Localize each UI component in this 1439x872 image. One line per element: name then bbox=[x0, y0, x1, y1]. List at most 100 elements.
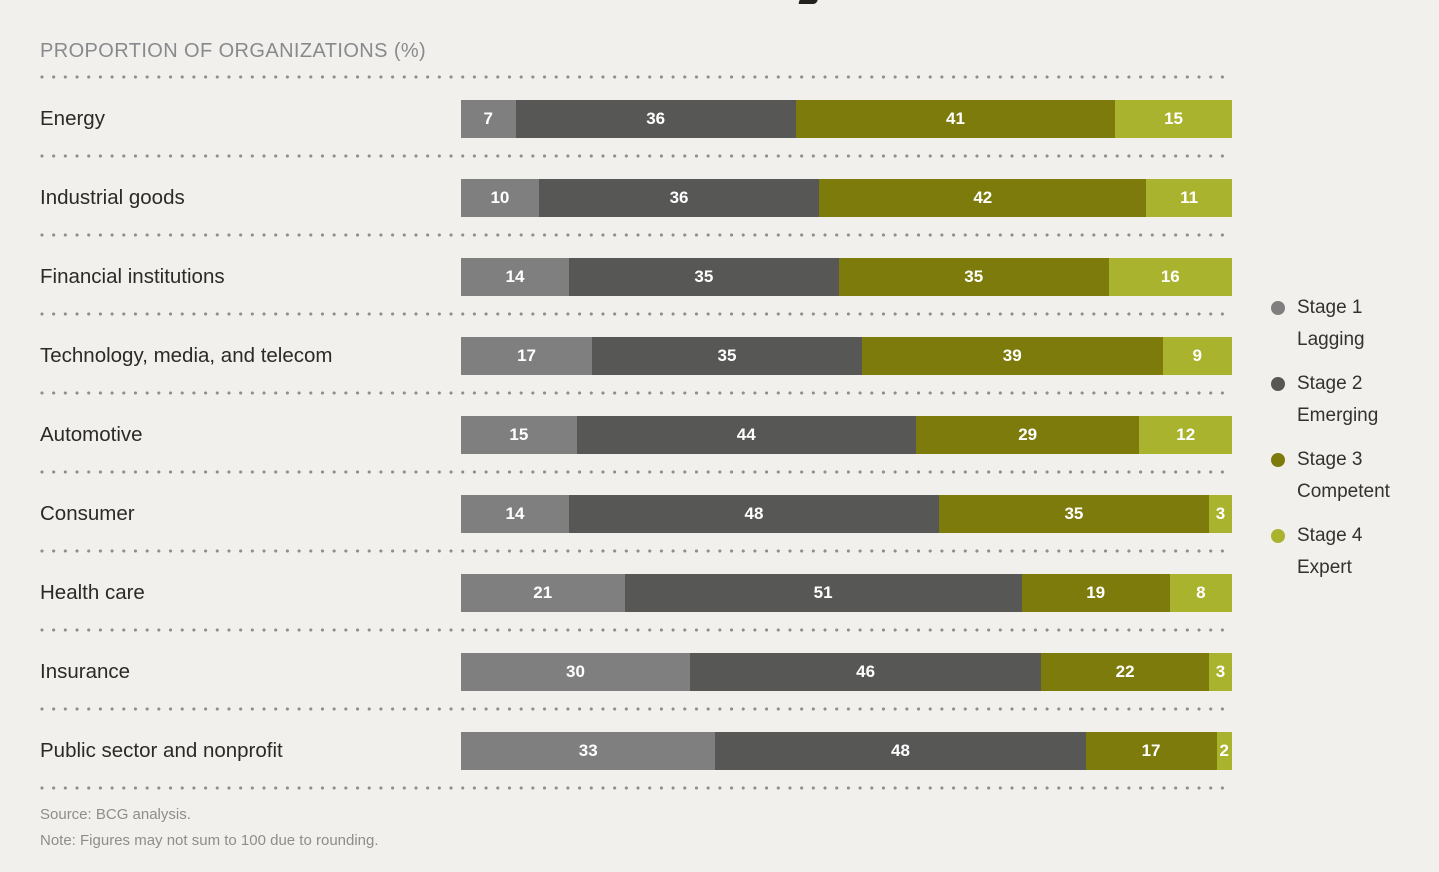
bar-segment-stage-3-competent: 17 bbox=[1085, 731, 1217, 770]
row-separator bbox=[40, 154, 1232, 158]
bar-value-label: 3 bbox=[1215, 661, 1226, 681]
row-label: Consumer bbox=[40, 501, 135, 525]
bar-segment-stage-2-emerging: 51 bbox=[624, 573, 1022, 612]
bar: 17 35 39 9 bbox=[461, 336, 1232, 375]
bar-segment-stage-4-expert: 12 bbox=[1139, 415, 1232, 454]
bar-segment-stage-4-expert: 3 bbox=[1208, 494, 1232, 533]
bar-value-label: 29 bbox=[1018, 424, 1038, 444]
bar-segment-stage-2-emerging: 35 bbox=[568, 257, 839, 296]
bar-value-label: 44 bbox=[736, 424, 756, 444]
chart-row: Technology, media, and telecom 17 35 39 9 bbox=[40, 316, 1232, 391]
bar-value-label: 9 bbox=[1192, 345, 1203, 365]
legend: Stage 1 Lagging Stage 2 Emerging Stage 3… bbox=[1271, 292, 1439, 596]
bar-segment-stage-1-lagging: 33 bbox=[461, 731, 716, 770]
bar-segment-stage-1-lagging: 10 bbox=[461, 178, 539, 217]
bar-value-label: 51 bbox=[813, 582, 833, 602]
row-separator bbox=[40, 391, 1232, 395]
bar-value-label: 17 bbox=[517, 345, 536, 365]
header-separator bbox=[40, 75, 1232, 79]
bar-segment-stage-1-lagging: 30 bbox=[461, 652, 690, 691]
bar-value-label: 22 bbox=[1115, 661, 1135, 681]
row-label: Technology, media, and telecom bbox=[40, 343, 333, 367]
bar: 10 36 42 11 bbox=[461, 178, 1232, 217]
bar: 33 48 17 2 bbox=[461, 731, 1232, 770]
bar-segment-stage-1-lagging: 21 bbox=[461, 573, 625, 612]
bar-value-label: 15 bbox=[1164, 108, 1184, 128]
bar-value-label: 19 bbox=[1086, 582, 1106, 602]
bar-segment-stage-4-expert: 2 bbox=[1216, 731, 1232, 770]
row-label: Public sector and nonprofit bbox=[40, 738, 283, 762]
chart-title: PROPORTION OF ORGANIZATIONS (%) bbox=[40, 40, 427, 62]
bar-value-label: 35 bbox=[964, 266, 984, 286]
bar-value-label: 42 bbox=[973, 187, 993, 207]
bar: 7 36 41 15 bbox=[461, 99, 1232, 138]
row-separator bbox=[40, 628, 1232, 632]
legend-stage-label: Stage 1 bbox=[1297, 297, 1363, 318]
row-separator bbox=[40, 312, 1232, 316]
bar-value-label: 35 bbox=[717, 345, 737, 365]
bar-segment-stage-2-emerging: 48 bbox=[715, 731, 1086, 770]
row-label: Industrial goods bbox=[40, 185, 185, 209]
bar: 30 46 22 3 bbox=[461, 652, 1232, 691]
chart-rows: Energy 7 36 41 15 Industrial goods 10 36 42 11… bbox=[40, 79, 1232, 790]
rounding-note: Note: Figures may not sum to 100 due to … bbox=[40, 832, 379, 849]
bar-value-label: 16 bbox=[1160, 266, 1180, 286]
bar-segment-stage-3-competent: 42 bbox=[819, 178, 1147, 217]
legend-name-label: Competent bbox=[1297, 481, 1390, 502]
source-note: Source: BCG analysis. bbox=[40, 806, 191, 823]
bar-value-label: 2 bbox=[1219, 740, 1229, 760]
chart-row: Automotive 15 44 29 12 bbox=[40, 395, 1232, 470]
bar-segment-stage-4-expert: 3 bbox=[1209, 652, 1232, 691]
legend-stage-label: Stage 2 bbox=[1297, 373, 1363, 394]
bar-value-label: 14 bbox=[505, 503, 525, 523]
row-separator bbox=[40, 470, 1232, 474]
bar-segment-stage-1-lagging: 15 bbox=[461, 415, 577, 454]
row-label: Financial institutions bbox=[40, 264, 225, 288]
bar-segment-stage-3-competent: 29 bbox=[915, 415, 1140, 454]
bar-segment-stage-2-emerging: 35 bbox=[592, 336, 862, 375]
bar-value-label: 48 bbox=[744, 503, 764, 523]
bar: 15 44 29 12 bbox=[461, 415, 1232, 454]
legend-stage-label: Stage 3 bbox=[1297, 449, 1363, 470]
bar-segment-stage-4-expert: 11 bbox=[1146, 178, 1232, 217]
row-label: Insurance bbox=[40, 659, 131, 683]
bar-segment-stage-2-emerging: 46 bbox=[690, 652, 1042, 691]
bar-value-label: 35 bbox=[1064, 503, 1084, 523]
row-label: Automotive bbox=[40, 422, 143, 446]
bar-segment-stage-2-emerging: 36 bbox=[538, 178, 820, 217]
chart-footer: Source: BCG analysis. Note: Figures may … bbox=[40, 802, 1232, 854]
bar-value-label: 15 bbox=[509, 424, 529, 444]
chart-row: Energy 7 36 41 15 bbox=[40, 79, 1232, 154]
legend-dot-stage-2 bbox=[1271, 377, 1285, 391]
bar-value-label: 12 bbox=[1176, 424, 1196, 444]
bar-value-label: 10 bbox=[490, 187, 510, 207]
bar-value-label: 36 bbox=[646, 108, 666, 128]
bar-value-label: 33 bbox=[578, 740, 598, 760]
bar-value-label: 8 bbox=[1196, 582, 1206, 602]
bar-segment-stage-3-competent: 19 bbox=[1021, 573, 1170, 612]
legend-item: Stage 2 Emerging bbox=[1271, 368, 1439, 432]
bar-segment-stage-3-competent: 35 bbox=[838, 257, 1109, 296]
bar-segment-stage-3-competent: 41 bbox=[795, 99, 1116, 138]
row-label: Health care bbox=[40, 580, 145, 604]
bar-segment-stage-1-lagging: 17 bbox=[461, 336, 593, 375]
legend-name-label: Expert bbox=[1297, 557, 1352, 578]
bar-value-label: 30 bbox=[566, 661, 585, 681]
legend-name-label: Emerging bbox=[1297, 405, 1379, 426]
bar-value-label: 35 bbox=[694, 266, 714, 286]
row-separator bbox=[40, 233, 1232, 237]
bar-value-label: 39 bbox=[1002, 345, 1022, 365]
chart-row: Industrial goods 10 36 42 11 bbox=[40, 158, 1232, 233]
bar-value-label: 3 bbox=[1215, 503, 1226, 523]
chart-row: Consumer 14 48 35 3 bbox=[40, 474, 1232, 549]
bar-value-label: 14 bbox=[505, 266, 525, 286]
bar-value-label: 21 bbox=[533, 582, 553, 602]
chart-row: Financial institutions 14 35 35 16 bbox=[40, 237, 1232, 312]
bar-segment-stage-2-emerging: 36 bbox=[515, 99, 796, 138]
chart-row: Health care 21 51 19 8 bbox=[40, 553, 1232, 628]
stacked-bar-chart: PROPORTION OF ORGANIZATIONS (%) Energy 7… bbox=[40, 0, 1232, 854]
bar-segment-stage-1-lagging: 14 bbox=[461, 257, 569, 296]
row-separator bbox=[40, 707, 1232, 711]
bar-segment-stage-3-competent: 35 bbox=[939, 494, 1209, 533]
legend-stage-label: Stage 4 bbox=[1297, 525, 1363, 546]
